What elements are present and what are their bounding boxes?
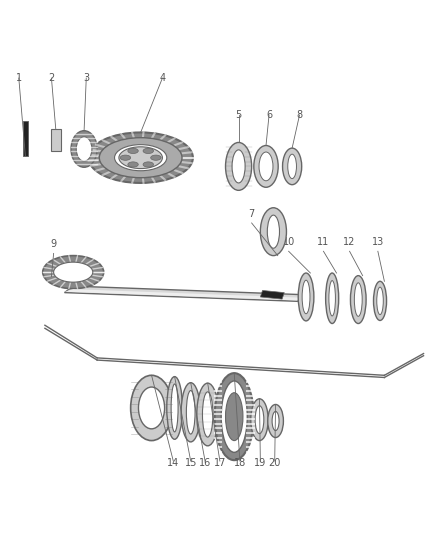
Text: 8: 8 bbox=[297, 110, 303, 120]
Ellipse shape bbox=[43, 256, 104, 289]
Ellipse shape bbox=[283, 148, 302, 184]
Text: 17: 17 bbox=[214, 457, 226, 467]
Ellipse shape bbox=[272, 411, 279, 431]
Ellipse shape bbox=[120, 155, 131, 160]
Text: 12: 12 bbox=[343, 237, 356, 247]
Ellipse shape bbox=[88, 133, 193, 183]
Ellipse shape bbox=[221, 381, 247, 453]
Ellipse shape bbox=[259, 152, 273, 181]
Ellipse shape bbox=[251, 399, 268, 441]
Ellipse shape bbox=[76, 137, 92, 161]
Ellipse shape bbox=[325, 273, 339, 324]
Ellipse shape bbox=[226, 142, 252, 190]
Text: 9: 9 bbox=[50, 239, 57, 249]
Ellipse shape bbox=[350, 276, 366, 324]
Polygon shape bbox=[23, 120, 28, 156]
Ellipse shape bbox=[288, 154, 297, 179]
Ellipse shape bbox=[268, 405, 283, 438]
Text: 16: 16 bbox=[199, 457, 211, 467]
Ellipse shape bbox=[302, 280, 310, 314]
Ellipse shape bbox=[71, 131, 97, 167]
Ellipse shape bbox=[53, 262, 93, 282]
Ellipse shape bbox=[131, 375, 173, 441]
Bar bbox=[50, 130, 61, 151]
Ellipse shape bbox=[254, 146, 278, 187]
Ellipse shape bbox=[232, 150, 245, 183]
Ellipse shape bbox=[99, 138, 182, 177]
Text: 2: 2 bbox=[48, 73, 55, 83]
Ellipse shape bbox=[202, 392, 213, 437]
Text: 19: 19 bbox=[254, 457, 266, 467]
Text: 15: 15 bbox=[184, 457, 197, 467]
Ellipse shape bbox=[215, 373, 254, 460]
Ellipse shape bbox=[186, 391, 195, 434]
Ellipse shape bbox=[377, 287, 383, 314]
Polygon shape bbox=[64, 289, 306, 301]
Text: 13: 13 bbox=[372, 237, 384, 247]
Text: 10: 10 bbox=[283, 237, 295, 247]
Ellipse shape bbox=[167, 377, 183, 439]
Ellipse shape bbox=[181, 383, 200, 442]
Ellipse shape bbox=[255, 406, 264, 434]
Text: 1: 1 bbox=[16, 73, 22, 83]
Ellipse shape bbox=[354, 283, 362, 316]
Text: 6: 6 bbox=[266, 110, 272, 120]
Ellipse shape bbox=[115, 144, 167, 171]
Ellipse shape bbox=[119, 147, 162, 168]
Ellipse shape bbox=[374, 281, 387, 320]
Ellipse shape bbox=[128, 148, 138, 154]
Ellipse shape bbox=[171, 384, 178, 432]
Text: 18: 18 bbox=[234, 457, 246, 467]
Polygon shape bbox=[64, 286, 306, 301]
Ellipse shape bbox=[197, 383, 219, 446]
Ellipse shape bbox=[267, 215, 279, 248]
Text: 5: 5 bbox=[236, 110, 242, 120]
Ellipse shape bbox=[260, 208, 286, 256]
Ellipse shape bbox=[138, 387, 165, 429]
Ellipse shape bbox=[143, 148, 153, 154]
Ellipse shape bbox=[128, 162, 138, 167]
Ellipse shape bbox=[298, 273, 314, 321]
Text: 20: 20 bbox=[268, 457, 281, 467]
Text: 3: 3 bbox=[83, 73, 89, 83]
Ellipse shape bbox=[143, 162, 153, 167]
Ellipse shape bbox=[151, 155, 161, 160]
Text: 11: 11 bbox=[317, 237, 329, 247]
Ellipse shape bbox=[226, 393, 243, 441]
Polygon shape bbox=[260, 290, 284, 299]
Text: 14: 14 bbox=[167, 457, 180, 467]
Text: 7: 7 bbox=[248, 208, 255, 219]
Text: 4: 4 bbox=[159, 73, 166, 83]
Ellipse shape bbox=[329, 280, 336, 316]
